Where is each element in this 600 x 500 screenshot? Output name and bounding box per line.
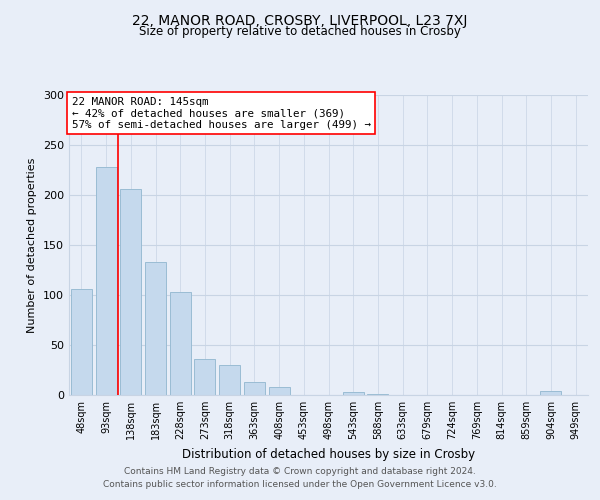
Bar [194, 359, 215, 395]
Bar [219, 365, 240, 395]
Bar [170, 292, 191, 395]
Bar [145, 262, 166, 395]
Bar [244, 382, 265, 395]
Text: Contains public sector information licensed under the Open Government Licence v3: Contains public sector information licen… [103, 480, 497, 489]
X-axis label: Distribution of detached houses by size in Crosby: Distribution of detached houses by size … [182, 448, 475, 460]
Bar [71, 289, 92, 395]
Bar [269, 387, 290, 395]
Bar [120, 189, 141, 395]
Bar [95, 167, 116, 395]
Text: Contains HM Land Registry data © Crown copyright and database right 2024.: Contains HM Land Registry data © Crown c… [124, 467, 476, 476]
Bar [541, 391, 562, 395]
Y-axis label: Number of detached properties: Number of detached properties [28, 158, 37, 332]
Bar [367, 394, 388, 395]
Text: 22 MANOR ROAD: 145sqm
← 42% of detached houses are smaller (369)
57% of semi-det: 22 MANOR ROAD: 145sqm ← 42% of detached … [71, 96, 371, 130]
Text: Size of property relative to detached houses in Crosby: Size of property relative to detached ho… [139, 25, 461, 38]
Text: 22, MANOR ROAD, CROSBY, LIVERPOOL, L23 7XJ: 22, MANOR ROAD, CROSBY, LIVERPOOL, L23 7… [133, 14, 467, 28]
Bar [343, 392, 364, 395]
